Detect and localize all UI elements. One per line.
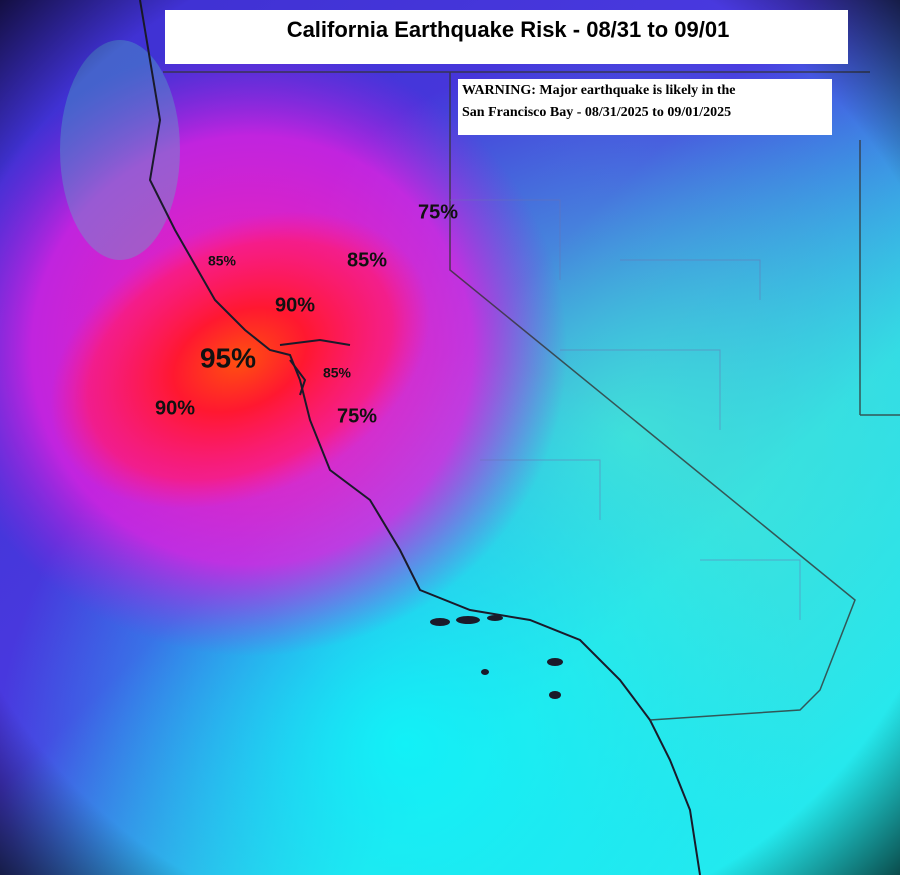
risk-label: 85% [208, 253, 237, 269]
warning-text: San Francisco Bay - 08/31/2025 to 09/01/… [462, 105, 731, 120]
warning-box [458, 79, 832, 135]
risk-label: 95% [200, 342, 256, 373]
risk-label: 90% [155, 397, 195, 419]
risk-label: 85% [323, 365, 352, 381]
risk-label: 75% [418, 201, 458, 223]
risk-label: 90% [275, 294, 315, 316]
warning-text: WARNING: Major earthquake is likely in t… [462, 83, 736, 98]
risk-labels: 75% 85% 85% 90% 95% 85% 90% 75% [155, 201, 458, 427]
risk-label: 75% [337, 405, 377, 427]
title: California Earthquake Risk - 08/31 to 09… [287, 17, 730, 42]
risk-label: 85% [347, 249, 387, 271]
title-box [165, 10, 848, 64]
